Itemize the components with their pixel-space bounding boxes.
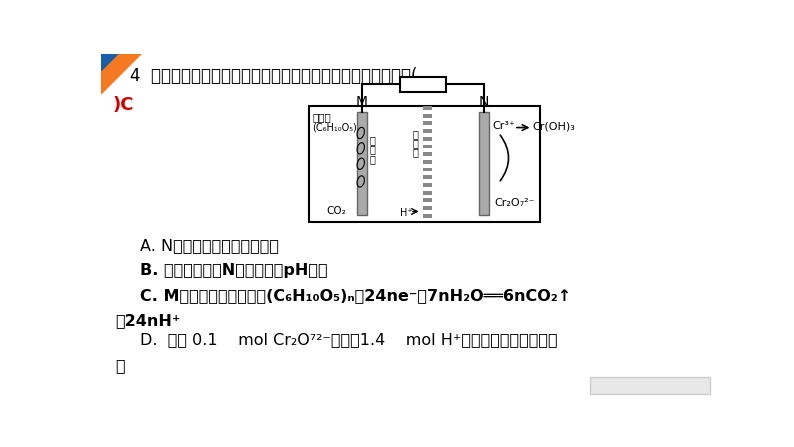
- Text: B. 电池工作时，N极附近溶液pH减小: B. 电池工作时，N极附近溶液pH减小: [140, 263, 327, 278]
- Text: 换: 换: [412, 138, 418, 148]
- Text: 有机物: 有机物: [312, 112, 331, 122]
- FancyArrowPatch shape: [500, 135, 509, 181]
- Text: 微: 微: [369, 135, 375, 145]
- Text: A. N极为负极，发生氧化反应: A. N极为负极，发生氧化反应: [140, 238, 279, 253]
- Bar: [423, 144, 433, 148]
- Bar: [423, 122, 433, 125]
- Text: CO₂: CO₂: [326, 206, 346, 216]
- Text: 内容索引: 内容索引: [634, 380, 661, 391]
- Bar: [423, 106, 433, 110]
- Text: ＋24nH⁺: ＋24nH⁺: [115, 313, 180, 328]
- Text: 生: 生: [369, 144, 375, 155]
- Polygon shape: [102, 54, 141, 94]
- Bar: [423, 183, 433, 187]
- Bar: [423, 129, 433, 133]
- Bar: [309, 106, 540, 222]
- Text: H⁺: H⁺: [400, 208, 412, 218]
- Polygon shape: [102, 54, 118, 71]
- Text: M: M: [356, 95, 368, 109]
- Bar: [423, 114, 433, 118]
- Text: )C: )C: [112, 96, 133, 114]
- Text: N: N: [478, 95, 489, 109]
- Bar: [399, 77, 445, 92]
- Text: ► ►: ► ►: [690, 380, 711, 391]
- Bar: [423, 214, 433, 218]
- Bar: [423, 175, 433, 179]
- Text: ◄ ◄: ◄ ◄: [594, 380, 615, 391]
- Text: 膜: 膜: [412, 148, 418, 158]
- Text: Cr₂O₇²⁻: Cr₂O₇²⁻: [494, 198, 534, 208]
- Text: 4  如图为某微生物燃料电池净化水的原理。下列说法正确的是(: 4 如图为某微生物燃料电池净化水的原理。下列说法正确的是(: [130, 67, 418, 85]
- Bar: [479, 112, 488, 215]
- Bar: [423, 168, 433, 172]
- Bar: [423, 191, 433, 194]
- Bar: [423, 160, 433, 164]
- Text: C. M极发生的电极反应为(C₆H₁₀O₅)ₙ－24ne⁻＋7nH₂O══6nCO₂↑: C. M极发生的电极反应为(C₆H₁₀O₅)ₙ－24ne⁻＋7nH₂O══6nC…: [140, 288, 571, 304]
- Text: Cr³⁺: Cr³⁺: [492, 122, 515, 131]
- Text: D.  处理 0.1    mol Cr₂O⁷²⁻时，有1.4    mol H⁺从交换膜左侧向右侧迁: D. 处理 0.1 mol Cr₂O⁷²⁻时，有1.4 mol H⁺从交换膜左侧…: [140, 333, 557, 347]
- Bar: [423, 152, 433, 156]
- Bar: [357, 112, 367, 215]
- Text: Cr(OH)₃: Cr(OH)₃: [533, 122, 576, 131]
- Text: (C₆H₁₀O₅)ₙ: (C₆H₁₀O₅)ₙ: [312, 123, 360, 133]
- Text: 交: 交: [412, 129, 418, 139]
- Bar: [423, 137, 433, 141]
- Bar: [423, 198, 433, 202]
- Bar: [423, 206, 433, 210]
- Text: 物: 物: [369, 154, 375, 164]
- Text: 用电器: 用电器: [413, 80, 433, 89]
- Bar: [590, 377, 710, 394]
- Text: 移: 移: [115, 358, 125, 373]
